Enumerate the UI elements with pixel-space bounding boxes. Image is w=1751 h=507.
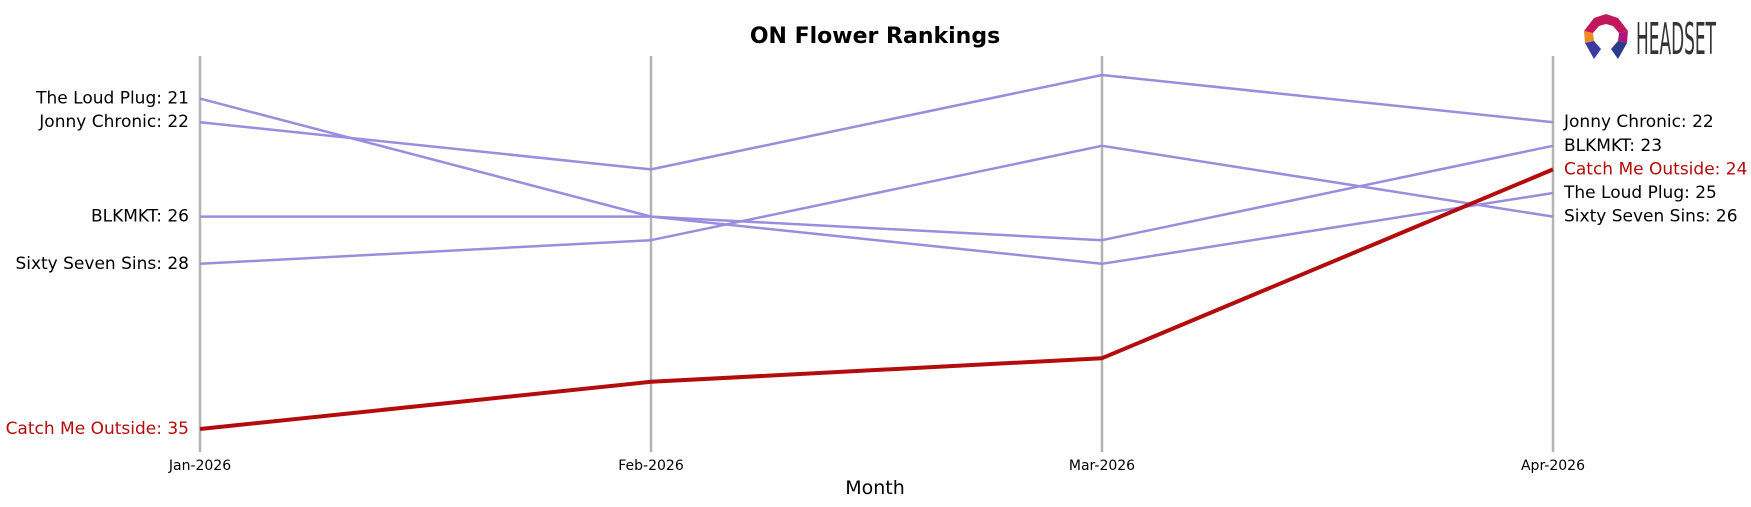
series-start-label: Sixty Seven Sins: 28 [15, 254, 189, 274]
series-start-label: The Loud Plug: 21 [35, 89, 189, 109]
chart-title: ON Flower Rankings [750, 24, 1000, 49]
lines-layer [199, 73, 1554, 431]
x-axis-label: Month [845, 477, 905, 499]
x-tick-label: Jan-2026 [168, 458, 231, 474]
series-end-label: Sixty Seven Sins: 26 [1564, 207, 1738, 227]
series-end-label: Jonny Chronic: 22 [1563, 112, 1714, 132]
x-tick-label: Feb-2026 [618, 458, 684, 474]
series-end-label: Catch Me Outside: 24 [1564, 159, 1747, 179]
labels-layer: The Loud Plug: 21 The Loud Plug: 25 Jonny … [6, 89, 1748, 439]
series-line [199, 97, 1554, 266]
axes-layer: Jan-2026 Feb-2026 Mar-2026 Apr-2026 [168, 56, 1585, 474]
series-line [199, 144, 1554, 266]
series-line [200, 144, 1554, 242]
series-end-label: The Loud Plug: 25 [1563, 183, 1717, 203]
headset-logo: HEADSET [1584, 14, 1716, 65]
series-end-label: BLKMKT: 23 [1564, 136, 1662, 156]
x-tick-label: Apr-2026 [1521, 458, 1585, 474]
x-tick-label: Mar-2026 [1069, 458, 1135, 474]
series-start-label: BLKMKT: 26 [91, 207, 189, 227]
series-line [199, 73, 1554, 171]
series-line [199, 167, 1554, 431]
headset-logo-icon [1584, 14, 1628, 59]
brand-name: HEADSET [1636, 14, 1716, 65]
series-start-label: Jonny Chronic: 22 [38, 112, 189, 132]
series-start-label: Catch Me Outside: 35 [6, 419, 189, 439]
